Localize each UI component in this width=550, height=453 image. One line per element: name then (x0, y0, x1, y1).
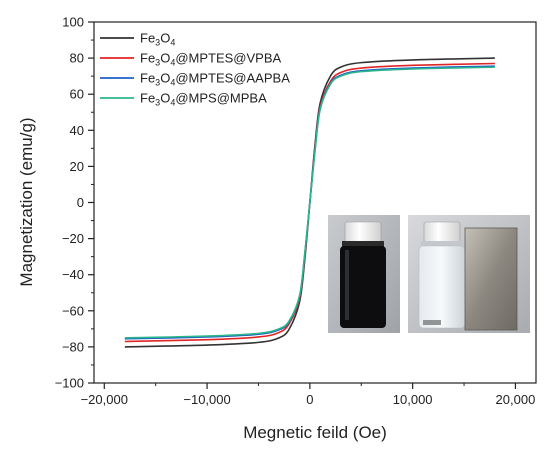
vial-left-neck (342, 241, 384, 247)
x-tick-label: −20,000 (81, 392, 128, 407)
magnet-block (464, 227, 518, 331)
vial-right-body (418, 245, 466, 329)
y-tick-label: 0 (77, 195, 84, 210)
vial-right-cap (423, 221, 461, 243)
series-layer (124, 57, 495, 348)
y-axis-ticks: −100 −80 −60 −40 −20 0 20 40 60 80 100 (55, 15, 94, 391)
vial-left-highlight (345, 250, 349, 320)
vial-left-cap (344, 221, 382, 243)
legend-label: Fe3O4@MPS@MPBA (140, 91, 267, 108)
y-tick-label: 40 (70, 123, 84, 138)
y-tick-label: −80 (62, 339, 84, 354)
y-tick-label: −60 (62, 303, 84, 318)
x-tick-label: 10,000 (393, 392, 433, 407)
x-tick-label: 0 (306, 392, 313, 407)
y-tick-label: 100 (62, 15, 84, 30)
y-axis-label: Magnetization (emu/g) (17, 117, 36, 286)
x-tick-label: −10,000 (183, 392, 230, 407)
vial-right-neck (421, 241, 463, 247)
y-tick-label: −40 (62, 267, 84, 282)
series-line-4 (124, 66, 495, 339)
legend-label: Fe3O4@MPTES@AAPBA (140, 71, 290, 88)
y-tick-label: −20 (62, 231, 84, 246)
inset-photo (328, 215, 530, 333)
vial-left-body (340, 246, 386, 328)
legend-label: Fe3O4 (140, 31, 175, 48)
x-axis-label: Megnetic feild (Oe) (243, 423, 387, 442)
legend: Fe3O4 Fe3O4@MPTES@VPBA Fe3O4@MPTES@AAPBA Fe… (100, 31, 290, 108)
y-tick-label: 60 (70, 87, 84, 102)
legend-label: Fe3O4@MPTES@VPBA (140, 51, 282, 68)
x-axis-ticks: −20,000 −10,000 0 10,000 20,000 (81, 383, 536, 407)
y-tick-label: 80 (70, 51, 84, 66)
vial-right-sediment (423, 320, 441, 325)
y-tick-label: −100 (55, 376, 84, 391)
y-tick-label: 20 (70, 159, 84, 174)
x-tick-label: 20,000 (496, 392, 536, 407)
